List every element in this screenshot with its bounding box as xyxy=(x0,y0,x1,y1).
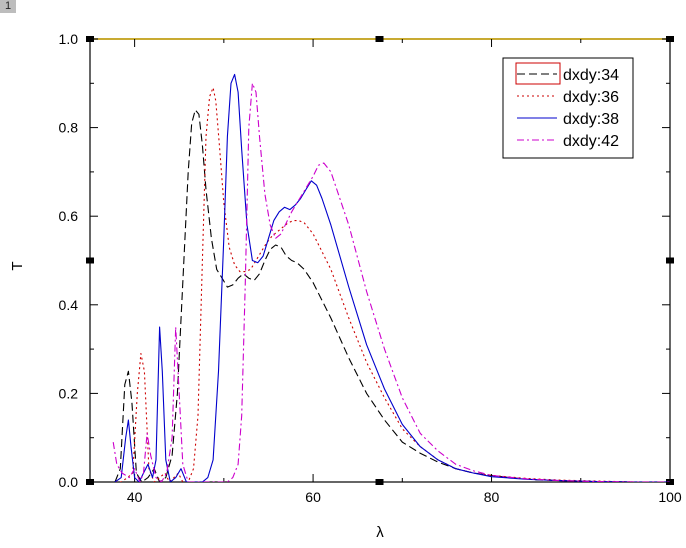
y-axis-label: T xyxy=(9,261,26,270)
x-tick-label: 40 xyxy=(127,489,143,505)
y-tick-label: 0.6 xyxy=(59,208,79,224)
x-tick-label: 80 xyxy=(484,489,500,505)
frame-handle[interactable] xyxy=(666,257,674,264)
frame-handle[interactable] xyxy=(86,36,94,42)
series-line-3 xyxy=(114,73,670,482)
legend-label: dxdy:38 xyxy=(563,111,619,128)
legend-label: dxdy:36 xyxy=(563,89,619,106)
frame-handle[interactable] xyxy=(666,36,674,42)
y-tick-label: 0.4 xyxy=(59,297,79,313)
legend-label: dxdy:34 xyxy=(563,67,619,84)
legend-box xyxy=(502,57,634,159)
legend: dxdy:34 dxdy:36 dxdy:38 dxdy:42 xyxy=(502,57,634,159)
corner-badge: 1 xyxy=(0,0,16,13)
frame-handle[interactable] xyxy=(86,257,94,264)
series-layer xyxy=(112,73,670,482)
frame-handle[interactable] xyxy=(375,36,384,42)
legend-selection-box xyxy=(515,62,561,85)
x-tick-label: 100 xyxy=(658,489,682,505)
x-tick-label: 60 xyxy=(305,489,321,505)
frame-handle[interactable] xyxy=(375,479,384,485)
x-axis-label: λ xyxy=(376,524,384,541)
y-tick-label: 0.8 xyxy=(59,120,79,136)
y-tick-label: 0.0 xyxy=(59,474,79,490)
y-tick-label: 1.0 xyxy=(59,31,79,47)
frame-handle[interactable] xyxy=(86,479,94,485)
series-line-1 xyxy=(114,109,670,482)
y-tick-label: 0.2 xyxy=(59,385,79,401)
legend-label: dxdy:42 xyxy=(563,133,619,150)
series-line-4 xyxy=(112,82,670,482)
